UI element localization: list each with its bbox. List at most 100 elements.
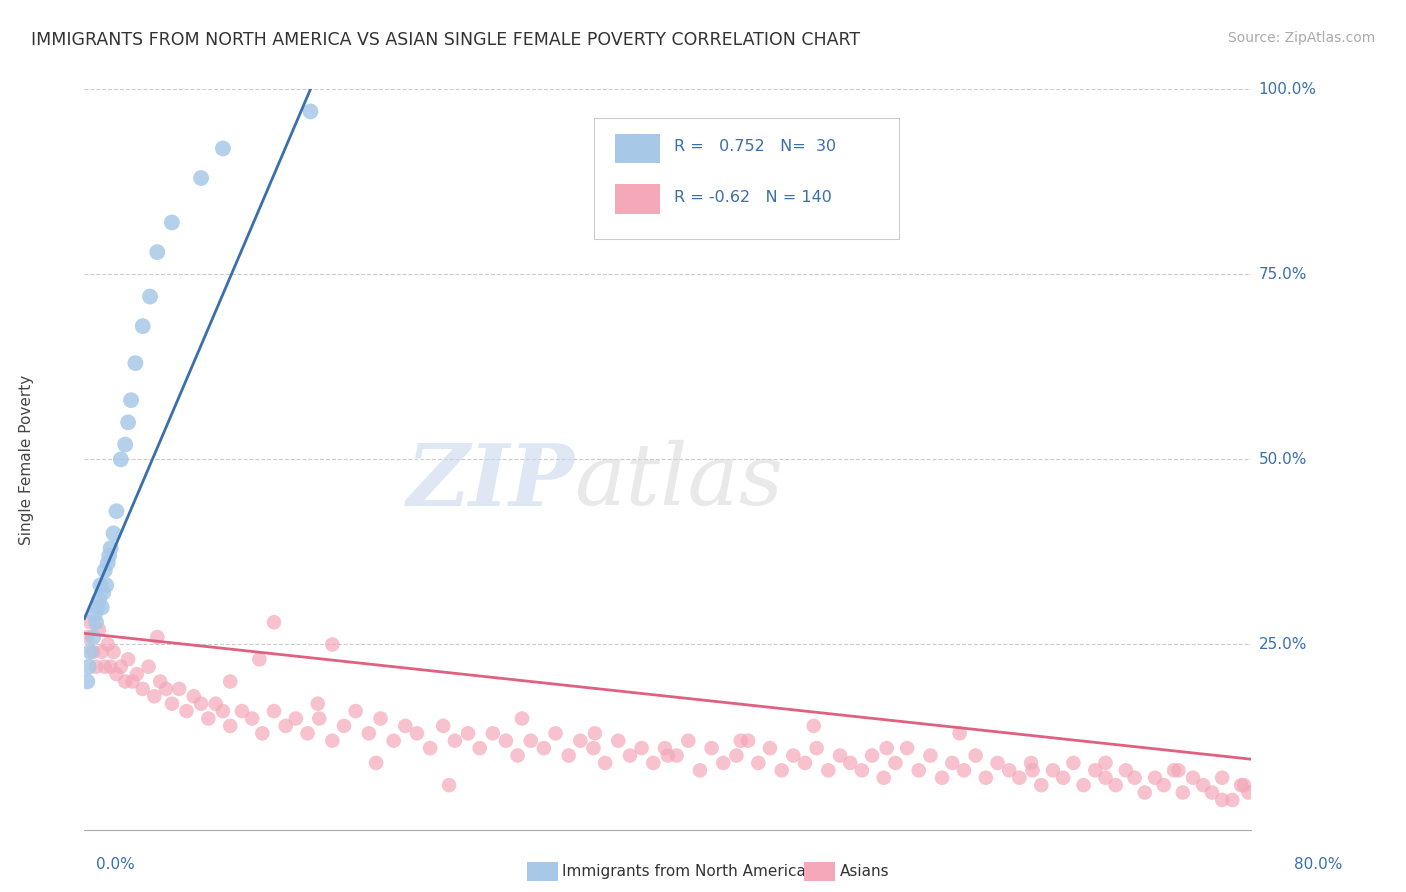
Point [582, 741, 605, 756]
Point [657, 748, 679, 763]
Point [82, 645, 104, 659]
Point [759, 741, 782, 756]
Text: ZIP: ZIP [406, 440, 575, 524]
Point [321, 733, 343, 747]
Text: R =   0.752   N=  30: R = 0.752 N= 30 [673, 139, 835, 154]
Point [1201, 786, 1223, 800]
Point [557, 748, 579, 763]
Point [96, 578, 118, 592]
Point [1211, 793, 1233, 807]
Point [366, 756, 388, 770]
Point [370, 712, 392, 726]
Bar [616, 134, 659, 163]
Point [299, 104, 322, 119]
Point [190, 171, 212, 186]
Point [1144, 771, 1167, 785]
Point [974, 771, 997, 785]
Point [212, 704, 235, 718]
Point [394, 719, 416, 733]
Point [77, 659, 100, 673]
Point [1019, 756, 1042, 770]
Text: Single Female Poverty: Single Female Poverty [18, 375, 34, 544]
Text: Source: ZipAtlas.com: Source: ZipAtlas.com [1227, 31, 1375, 45]
Point [770, 764, 793, 778]
Point [444, 733, 467, 747]
Point [176, 704, 198, 718]
Point [931, 771, 953, 785]
Point [1182, 771, 1205, 785]
Bar [616, 184, 659, 213]
Point [84, 615, 107, 630]
Point [544, 726, 567, 740]
Point [406, 726, 429, 740]
Point [87, 593, 110, 607]
Point [125, 667, 148, 681]
Point [876, 741, 898, 756]
Point [263, 704, 285, 718]
Point [307, 697, 329, 711]
Text: Immigrants from North America: Immigrants from North America [562, 864, 806, 879]
Point [1211, 771, 1233, 785]
Point [124, 356, 146, 370]
Point [263, 615, 285, 630]
Point [121, 674, 143, 689]
Point [737, 733, 759, 747]
Point [907, 764, 929, 778]
Point [90, 645, 112, 659]
Point [689, 764, 711, 778]
Point [457, 726, 479, 740]
Point [1167, 764, 1189, 778]
Point [569, 733, 592, 747]
Point [437, 778, 460, 792]
Point [100, 541, 122, 556]
Point [1230, 778, 1253, 792]
Point [160, 697, 183, 711]
Point [297, 726, 319, 740]
Point [432, 719, 454, 733]
Point [873, 771, 896, 785]
Point [97, 556, 120, 570]
Point [803, 719, 825, 733]
Point [1021, 764, 1043, 778]
Point [941, 756, 963, 770]
Point [700, 741, 723, 756]
Point [284, 712, 307, 726]
Point [212, 141, 235, 155]
Point [794, 756, 817, 770]
Point [344, 704, 367, 718]
Point [91, 585, 114, 599]
Point [120, 393, 142, 408]
Point [884, 756, 907, 770]
Point [249, 652, 271, 666]
Point [619, 748, 641, 763]
Text: 100.0%: 100.0% [1258, 82, 1316, 96]
Point [103, 526, 125, 541]
Point [730, 733, 752, 747]
Point [98, 549, 121, 563]
Point [593, 756, 616, 770]
Point [851, 764, 873, 778]
Point [828, 748, 851, 763]
Point [82, 630, 104, 644]
Point [89, 578, 111, 592]
Point [533, 741, 555, 756]
Point [90, 600, 112, 615]
Point [105, 504, 128, 518]
Point [117, 652, 139, 666]
Point [143, 690, 166, 704]
Text: IMMIGRANTS FROM NORTH AMERICA VS ASIAN SINGLE FEMALE POVERTY CORRELATION CHART: IMMIGRANTS FROM NORTH AMERICA VS ASIAN S… [31, 31, 860, 49]
Point [419, 741, 441, 756]
Point [197, 712, 219, 726]
Point [382, 733, 405, 747]
Point [94, 564, 117, 578]
Point [114, 437, 136, 451]
Point [110, 452, 132, 467]
Point [132, 681, 155, 696]
Point [1062, 756, 1084, 770]
Point [1094, 771, 1116, 785]
Point [986, 756, 1008, 770]
Point [76, 630, 98, 644]
Point [139, 289, 162, 303]
Point [1008, 771, 1031, 785]
Text: 0.0%: 0.0% [96, 857, 135, 872]
